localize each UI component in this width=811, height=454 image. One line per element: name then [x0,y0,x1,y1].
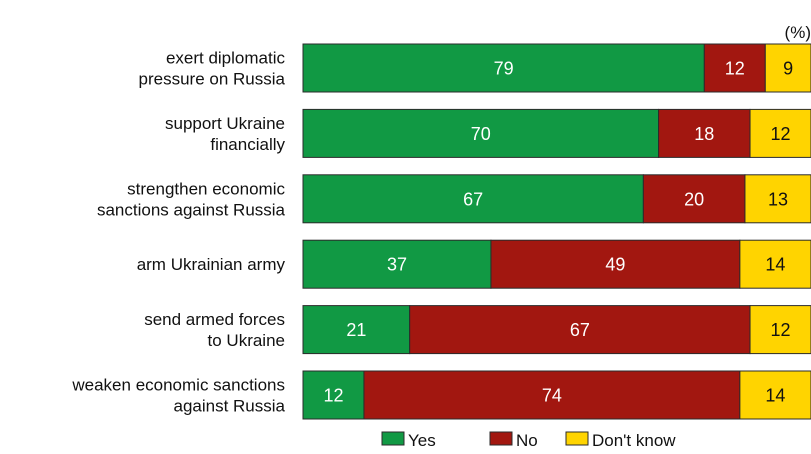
bar-segment-yes [302,43,705,93]
bar-segment-no [363,370,741,420]
category-label: send armed forces to Ukraine [144,310,285,350]
category-label: weaken economic sanctions against Russia [71,376,285,416]
data-label-don-t-know: 13 [768,189,788,209]
legend: Yes No Don't know [381,431,676,450]
data-label-no: 12 [725,59,745,79]
data-label-yes: 79 [494,59,514,79]
bar-segment-don-t-know [739,239,811,289]
data-label-don-t-know: 9 [783,59,793,79]
category-label: strengthen economic sanctions against Rus… [97,179,286,219]
bar-segment-don-t-know [749,305,811,355]
data-label-don-t-know: 12 [771,320,791,340]
data-label-no: 74 [542,386,562,406]
legend-label-yes: Yes [408,431,436,450]
legend-label-don-t-know: Don't know [592,431,676,450]
bar-segment-don-t-know [739,370,811,420]
category-label: support Ukraine financially [165,114,286,154]
data-label-no: 49 [605,255,625,275]
data-label-no: 67 [570,320,590,340]
data-label-yes: 12 [323,386,343,406]
category-label: exert diplomatic pressure on Russia [139,49,286,89]
data-label-yes: 70 [471,124,491,144]
bar-segment-no [490,239,741,289]
data-label-don-t-know: 12 [771,124,791,144]
bar-segment-no [703,43,766,93]
bar-segment-don-t-know [764,43,811,93]
bar-segment-yes [302,370,365,420]
bar-rows: exert diplomatic pressure on Russia 79 12 9 s… [71,43,811,420]
bar-segment-don-t-know [744,174,811,224]
data-label-yes: 21 [346,320,366,340]
bar-segment-yes [302,239,492,289]
bar-segment-don-t-know [749,108,811,158]
data-label-don-t-know: 14 [765,386,785,406]
data-label-yes: 67 [463,189,483,209]
data-label-no: 20 [684,189,704,209]
legend-swatch-yes [381,431,405,446]
bar-segment-yes [302,174,644,224]
legend-label-no: No [516,431,538,450]
bar-segment-yes [302,305,411,355]
data-label-don-t-know: 14 [765,255,785,275]
bar-segment-no [409,305,751,355]
bar-segment-no [658,108,751,158]
legend-swatch-no [489,431,513,446]
unit-label: (%) [785,23,811,42]
data-label-yes: 37 [387,255,407,275]
data-label-no: 18 [694,124,714,144]
category-label: arm Ukrainian army [137,255,286,274]
bar-segment-yes [302,108,660,158]
legend-swatch-don-t-know [565,431,589,446]
